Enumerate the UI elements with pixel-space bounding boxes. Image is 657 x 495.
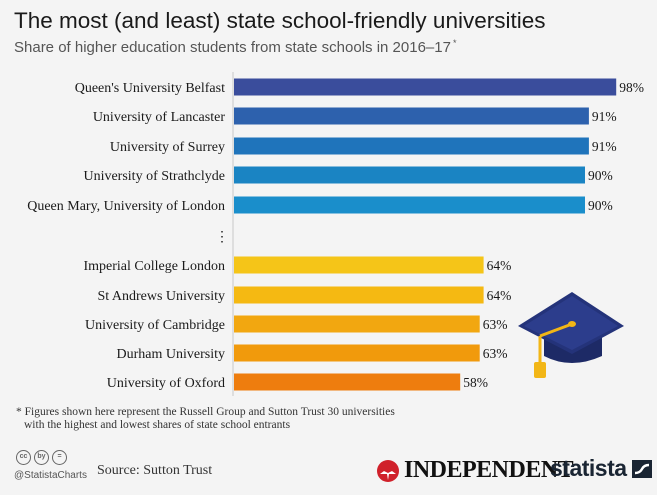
category-label-queen-mary-university-of-london: Queen Mary, University of London <box>27 199 225 214</box>
license-icons: cc by = <box>16 450 67 465</box>
value-label-queen-s-university-belfast: 98% <box>619 80 644 95</box>
bar-chart: Queen's University Belfast 98% University … <box>27 72 644 396</box>
category-label-durham-university: Durham University <box>117 347 225 362</box>
footnote: * Figures shown here represent the Russe… <box>16 406 616 432</box>
value-label-university-of-cambridge: 63% <box>483 317 508 332</box>
category-label-university-of-surrey: University of Surrey <box>110 140 225 155</box>
value-label-university-of-strathclyde: 90% <box>588 168 613 183</box>
bar-durham-university[interactable] <box>234 344 480 362</box>
value-label-imperial-college-london: 64% <box>487 258 512 273</box>
subtitle-footnote-marker: * <box>452 38 457 48</box>
subtitle-text: Share of higher education students from … <box>14 39 451 56</box>
category-label-st-andrews-university: St Andrews University <box>97 289 225 304</box>
category-label-university-of-cambridge: University of Cambridge <box>85 318 225 333</box>
value-label-university-of-lancaster: 91% <box>592 109 617 124</box>
bar-imperial-college-london[interactable] <box>234 256 484 274</box>
value-label-university-of-oxford: 58% <box>463 375 488 390</box>
bar-university-of-lancaster[interactable] <box>234 107 589 125</box>
value-label-st-andrews-university: 64% <box>487 288 512 303</box>
graduation-cap-icon <box>516 282 626 385</box>
no-derivatives-icon: = <box>52 450 67 465</box>
statista-handle: @StatistaCharts <box>14 470 87 481</box>
category-label-imperial-college-london: Imperial College London <box>83 259 225 274</box>
bar-university-of-oxford[interactable] <box>234 373 461 391</box>
bar-university-of-strathclyde[interactable] <box>234 166 585 184</box>
bar-queen-mary-university-of-london[interactable] <box>234 196 585 214</box>
bar-university-of-surrey[interactable] <box>234 137 589 155</box>
footnote-line-2: with the highest and lowest shares of st… <box>24 419 291 431</box>
bar-queen-s-university-belfast[interactable] <box>234 78 617 96</box>
value-label-university-of-surrey: 91% <box>592 139 617 154</box>
creative-commons-icon: cc <box>16 450 31 465</box>
category-label-university-of-lancaster: University of Lancaster <box>93 110 226 125</box>
statista-logo: statista <box>550 455 652 482</box>
footnote-line-1: * Figures shown here represent the Russe… <box>16 406 395 418</box>
independent-logo-text: INDEPENDENT <box>404 457 574 483</box>
chart-title: The most (and least) state school-friend… <box>14 8 546 33</box>
statista-logo-text: statista <box>550 455 627 481</box>
bar-st-andrews-university[interactable] <box>234 286 484 304</box>
value-label-queen-mary-university-of-london: 90% <box>588 198 613 213</box>
independent-logo: INDEPENDENT <box>376 457 574 484</box>
bar-university-of-cambridge[interactable] <box>234 315 480 333</box>
category-label-university-of-oxford: University of Oxford <box>107 376 225 391</box>
category-label-queen-s-university-belfast: Queen's University Belfast <box>75 81 225 96</box>
chart-subtitle: Share of higher education students from … <box>14 38 456 56</box>
source-text[interactable]: Source: Sutton Trust <box>97 463 213 478</box>
statista-flag-icon <box>631 459 652 478</box>
attribution-icon: by <box>34 450 49 465</box>
value-label-durham-university: 63% <box>483 346 508 361</box>
independent-eagle-icon <box>377 459 399 482</box>
category-label-university-of-strathclyde: University of Strathclyde <box>83 169 225 184</box>
gap-ellipsis-marker: ⋮ <box>215 230 229 245</box>
